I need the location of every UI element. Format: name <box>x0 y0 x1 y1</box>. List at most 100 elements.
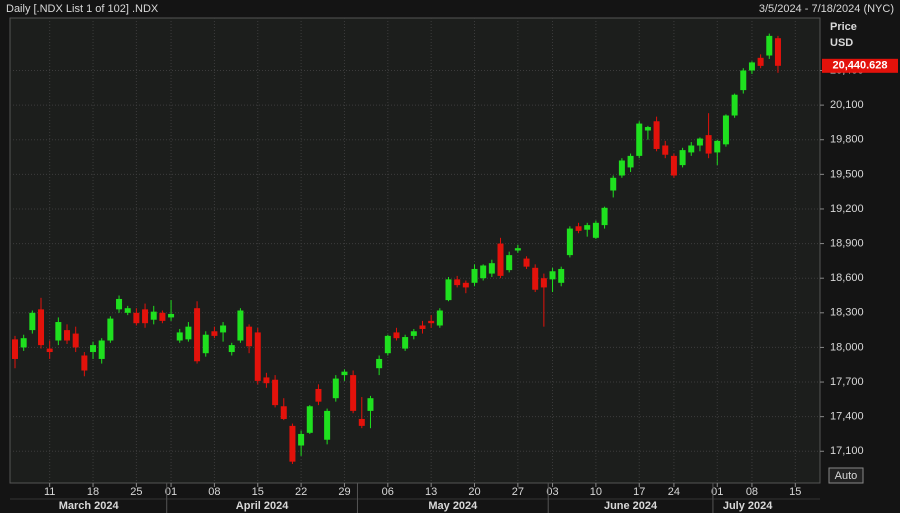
auto-button[interactable] <box>828 467 864 484</box>
y-tick-label: 18,300 <box>830 307 864 319</box>
candle-body <box>714 140 721 153</box>
candle-body <box>523 258 530 267</box>
x-tick-label: 01 <box>165 486 177 498</box>
candle-body <box>445 279 452 301</box>
candle-body <box>584 225 591 230</box>
x-tick-label: 13 <box>425 486 437 498</box>
candle-body <box>774 38 781 66</box>
candle-body <box>679 150 686 166</box>
candle-body <box>514 248 521 251</box>
x-tick-label: 20 <box>468 486 480 498</box>
x-tick-label: 17 <box>633 486 645 498</box>
x-tick-label: 22 <box>295 486 307 498</box>
candle-body <box>618 160 625 176</box>
auto-button-label[interactable]: Auto <box>835 470 858 482</box>
candle-body <box>98 340 105 359</box>
candle-body <box>454 279 461 286</box>
candle-body <box>246 326 253 347</box>
y-tick-label: 20,100 <box>830 99 864 111</box>
candle-body <box>410 331 417 336</box>
y-tick-label: 18,900 <box>830 237 864 249</box>
candle-body <box>150 311 157 320</box>
candle-body <box>419 325 426 329</box>
candle-body <box>610 177 617 191</box>
candle-body <box>350 375 357 411</box>
candle-body <box>696 138 703 146</box>
month-label: July 2024 <box>723 500 773 512</box>
candle-body <box>64 330 71 341</box>
date-range: 3/5/2024 - 7/18/2024 (NYC) <box>759 3 894 15</box>
y-tick-label: 19,500 <box>830 168 864 180</box>
candle-body <box>263 377 270 384</box>
candle-body <box>81 355 88 371</box>
candle-body <box>532 267 539 290</box>
candle-body <box>280 406 287 419</box>
candle-body <box>627 155 634 168</box>
candle-body <box>497 243 504 276</box>
candle-body <box>124 308 131 313</box>
candle-body <box>384 335 391 354</box>
candle-body <box>72 333 79 348</box>
x-tick-label: 08 <box>208 486 220 498</box>
candle-body <box>272 379 279 406</box>
candle-body <box>90 345 97 353</box>
candle-body <box>20 338 27 348</box>
x-tick-label: 27 <box>512 486 524 498</box>
candle-body <box>722 115 729 145</box>
month-label: April 2024 <box>236 500 289 512</box>
candle-body <box>393 332 400 339</box>
candle-body <box>757 57 764 66</box>
candle-body <box>376 358 383 369</box>
candle-body <box>653 121 660 149</box>
month-label: May 2024 <box>428 500 478 512</box>
candle-body <box>367 398 374 411</box>
candle-body <box>228 345 235 353</box>
x-tick-label: 15 <box>789 486 801 498</box>
candle-body <box>116 298 123 310</box>
x-tick-label: 06 <box>382 486 394 498</box>
candle-body <box>731 94 738 116</box>
y-tick-label: 19,800 <box>830 134 864 146</box>
x-tick-label: 10 <box>590 486 602 498</box>
candle-body <box>540 278 547 288</box>
last-price-box <box>822 58 898 73</box>
candle-body <box>142 309 149 324</box>
y-tick-label: 17,700 <box>830 376 864 388</box>
candle-body <box>168 313 175 318</box>
candle-body <box>705 135 712 154</box>
candle-body <box>480 265 487 279</box>
candle-body <box>471 268 478 283</box>
candle-body <box>644 127 651 131</box>
candle-body <box>254 332 261 381</box>
candle-body <box>185 326 192 340</box>
candle-body <box>176 332 183 341</box>
month-label: March 2024 <box>59 500 120 512</box>
candle-body <box>558 268 565 283</box>
candle-body <box>575 226 582 231</box>
candle-body <box>662 145 669 155</box>
y-tick-label: 19,200 <box>830 203 864 215</box>
candle-body <box>670 155 677 176</box>
candle-body <box>202 334 209 354</box>
candle-body <box>211 331 218 336</box>
y-tick-label: 18,000 <box>830 341 864 353</box>
candle-body <box>159 312 166 321</box>
candle-body <box>194 308 201 362</box>
candle-body <box>636 123 643 156</box>
candle-body <box>133 312 140 324</box>
candle-body <box>332 378 339 399</box>
candle-body <box>237 310 244 341</box>
x-tick-label: 18 <box>87 486 99 498</box>
x-tick-label: 25 <box>130 486 142 498</box>
candle-body <box>289 425 296 462</box>
x-tick-label: 03 <box>546 486 558 498</box>
y-axis-label: Price <box>830 21 857 33</box>
x-tick-label: 01 <box>711 486 723 498</box>
candle-body <box>462 282 469 288</box>
candle-body <box>298 433 305 446</box>
candle-body <box>358 418 365 426</box>
candle-body <box>46 348 53 353</box>
last-price-label: 20,440.628 <box>832 60 887 72</box>
